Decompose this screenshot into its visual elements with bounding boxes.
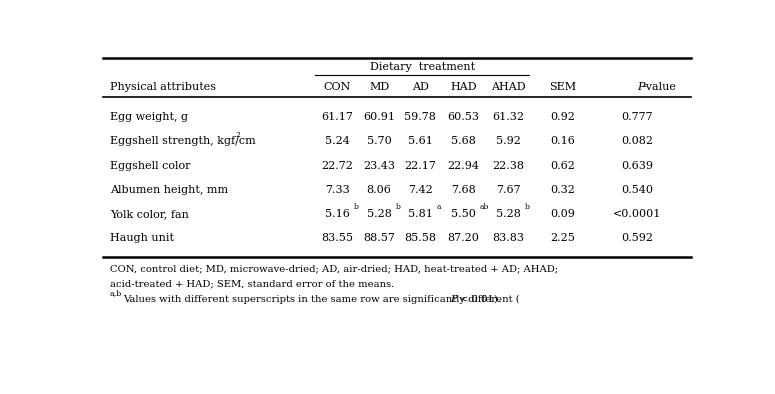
- Text: <0.0001: <0.0001: [613, 209, 662, 219]
- Text: 5.28: 5.28: [496, 209, 521, 219]
- Text: 88.57: 88.57: [363, 233, 395, 243]
- Text: a,b: a,b: [110, 290, 122, 297]
- Text: 8.06: 8.06: [367, 185, 391, 195]
- Text: 5.24: 5.24: [325, 136, 350, 146]
- Text: CON: CON: [323, 82, 351, 92]
- Text: CON, control diet; MD, microwave-dried; AD, air-dried; HAD, heat-treated + AD; A: CON, control diet; MD, microwave-dried; …: [110, 264, 558, 273]
- Text: 0.92: 0.92: [550, 112, 575, 122]
- Text: 59.78: 59.78: [404, 112, 436, 122]
- Text: 0.639: 0.639: [622, 161, 653, 171]
- Text: Egg weight, g: Egg weight, g: [110, 112, 188, 122]
- Text: 7.33: 7.33: [325, 185, 350, 195]
- Text: 22.38: 22.38: [492, 161, 525, 171]
- Text: 5.16: 5.16: [325, 209, 350, 219]
- Text: 83.83: 83.83: [492, 233, 525, 243]
- Text: Physical attributes: Physical attributes: [110, 82, 216, 92]
- Text: Eggshell strength, kgf/cm: Eggshell strength, kgf/cm: [110, 136, 256, 146]
- Text: < 0.01).: < 0.01).: [456, 295, 501, 303]
- Text: 22.94: 22.94: [447, 161, 479, 171]
- Text: 5.92: 5.92: [496, 136, 521, 146]
- Text: SEM: SEM: [549, 82, 576, 92]
- Text: Values with different superscripts in the same row are significantly different (: Values with different superscripts in th…: [123, 295, 520, 304]
- Text: P: P: [637, 82, 645, 92]
- Text: 22.72: 22.72: [321, 161, 353, 171]
- Text: b: b: [395, 203, 400, 212]
- Text: Eggshell color: Eggshell color: [110, 161, 191, 171]
- Text: 0.082: 0.082: [622, 136, 653, 146]
- Text: HAD: HAD: [450, 82, 477, 92]
- Text: 0.32: 0.32: [550, 185, 575, 195]
- Text: b: b: [525, 203, 529, 212]
- Text: acid-treated + HAD; SEM, standard error of the means.: acid-treated + HAD; SEM, standard error …: [110, 279, 394, 288]
- Text: 0.16: 0.16: [550, 136, 575, 146]
- Text: 5.50: 5.50: [451, 209, 476, 219]
- Text: 0.62: 0.62: [550, 161, 575, 171]
- Text: 0.540: 0.540: [622, 185, 653, 195]
- Text: 2: 2: [235, 131, 240, 139]
- Text: Dietary  treatment: Dietary treatment: [370, 62, 474, 72]
- Text: 5.28: 5.28: [367, 209, 391, 219]
- Text: 85.58: 85.58: [404, 233, 436, 243]
- Text: 0.592: 0.592: [622, 233, 653, 243]
- Text: a: a: [436, 203, 441, 212]
- Text: Yolk color, fan: Yolk color, fan: [110, 209, 189, 219]
- Text: 7.68: 7.68: [451, 185, 476, 195]
- Text: MD: MD: [369, 82, 389, 92]
- Text: P: P: [450, 295, 457, 303]
- Text: -value: -value: [642, 82, 676, 92]
- Text: 7.67: 7.67: [496, 185, 521, 195]
- Text: 61.32: 61.32: [492, 112, 525, 122]
- Text: Haugh unit: Haugh unit: [110, 233, 174, 243]
- Text: 23.43: 23.43: [363, 161, 395, 171]
- Text: AHAD: AHAD: [491, 82, 525, 92]
- Text: 60.91: 60.91: [363, 112, 395, 122]
- Text: b: b: [353, 203, 358, 212]
- Text: 2.25: 2.25: [550, 233, 575, 243]
- Text: 83.55: 83.55: [321, 233, 353, 243]
- Text: 0.09: 0.09: [550, 209, 575, 219]
- Text: Albumen height, mm: Albumen height, mm: [110, 185, 228, 195]
- Text: 61.17: 61.17: [321, 112, 353, 122]
- Text: 0.777: 0.777: [622, 112, 653, 122]
- Text: 5.61: 5.61: [408, 136, 432, 146]
- Text: AD: AD: [412, 82, 429, 92]
- Text: 5.70: 5.70: [367, 136, 391, 146]
- Text: 60.53: 60.53: [447, 112, 479, 122]
- Text: 5.68: 5.68: [451, 136, 476, 146]
- Text: 87.20: 87.20: [447, 233, 479, 243]
- Text: 22.17: 22.17: [404, 161, 436, 171]
- Text: 7.42: 7.42: [408, 185, 432, 195]
- Text: 5.81: 5.81: [408, 209, 432, 219]
- Text: ab: ab: [480, 203, 489, 212]
